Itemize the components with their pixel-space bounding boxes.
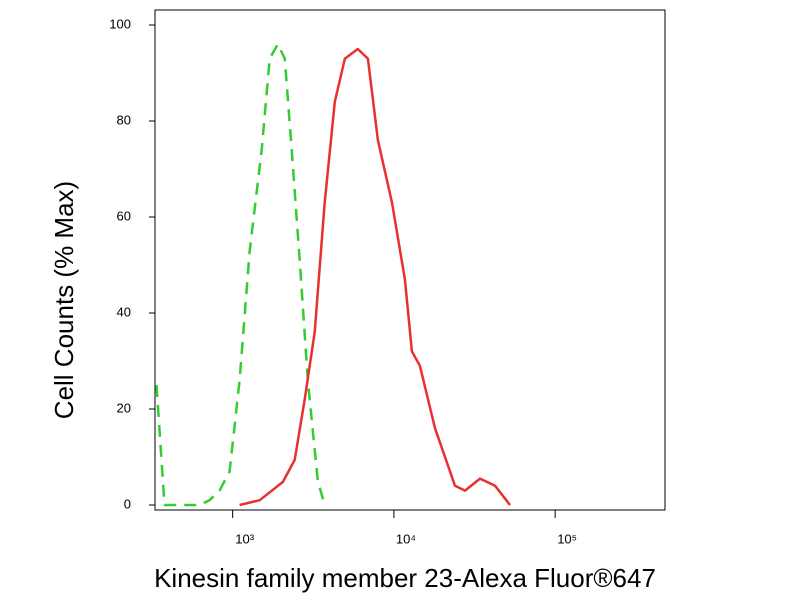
y-tick-label: 100	[109, 16, 131, 31]
data-line	[155, 42, 326, 507]
y-tick-label: 20	[117, 400, 131, 415]
x-tick-label: 10⁴	[396, 531, 416, 546]
x-axis-title: Kinesin family member 23-Alexa Fluor®647	[154, 563, 656, 593]
x-tick-label: 10³	[235, 531, 254, 546]
y-tick-label: 40	[117, 304, 131, 319]
y-tick-label: 80	[117, 112, 131, 127]
x-tick-label: 10⁵	[557, 531, 577, 546]
y-tick-label: 0	[124, 496, 131, 511]
y-tick-label: 60	[117, 208, 131, 223]
y-axis-title: Cell Counts (% Max)	[49, 181, 79, 419]
data-line	[239, 47, 511, 507]
plot-frame	[154, 9, 666, 511]
